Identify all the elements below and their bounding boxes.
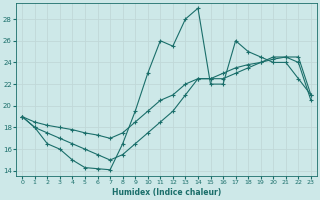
X-axis label: Humidex (Indice chaleur): Humidex (Indice chaleur) [112,188,221,197]
